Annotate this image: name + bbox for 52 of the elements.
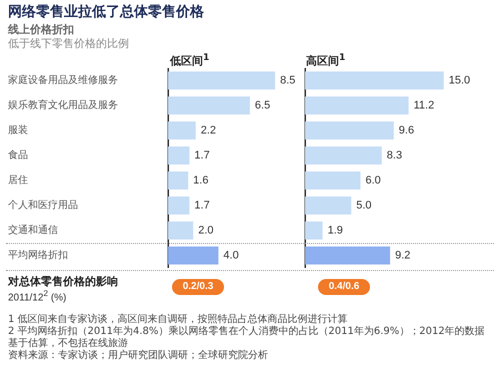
bar (168, 72, 276, 90)
y-tick-label: 居住 (8, 175, 28, 186)
text: 资料来源：专家访谈；用户研究团队调研；全球研究院分析 (8, 350, 269, 362)
text: 0.2/0.3 (172, 279, 224, 295)
text: 低于线下零售价格的比例 (8, 36, 129, 51)
data-label: 4.0 (223, 250, 239, 262)
data-label: 2.0 (198, 224, 214, 237)
bar (305, 196, 352, 214)
data-label: 1.6 (193, 174, 208, 187)
bar (305, 146, 382, 164)
data-label: 1.7 (194, 150, 210, 162)
bar (168, 172, 188, 190)
text: 1 低区间来自专家访谈，高区间来自调研，按照特品占总体商品比例进行计算 (8, 314, 349, 326)
data-label: 9.2 (395, 250, 410, 262)
chart-subtitle: 高区间$^{1}$ (306, 52, 346, 69)
bar (305, 96, 409, 114)
text: 线上价格折扣 (8, 22, 74, 37)
bar (305, 172, 360, 190)
data-label: 9.6 (398, 124, 414, 137)
y-tick-label: 家庭设备用品及维修服务 (8, 74, 118, 86)
y-tick-label: 服装 (8, 124, 28, 136)
data-label: 8.3 (386, 150, 402, 162)
data-label: 1.9 (328, 224, 343, 237)
data-label: 1.7 (194, 200, 210, 212)
text: 2011/12$^{2}$ (%) (8, 288, 66, 304)
bar (168, 222, 194, 240)
bar (305, 246, 390, 264)
bar (168, 196, 190, 214)
data-label: 11.2 (414, 100, 434, 112)
text: 2 平均网络折扣（2011年为4.8%）乘以网络零售在个人消费中的占比（2011年为6.9%）；2012年的数据基于估算，不包括在线旅游 (8, 326, 486, 350)
data-label: 6.0 (366, 174, 381, 187)
y-tick-label: 平均网络折扣 (8, 249, 68, 262)
y-tick-label: 娱乐教育文化用品及服务 (8, 99, 118, 112)
data-label: 15.0 (448, 74, 470, 87)
bar (168, 246, 218, 264)
bar (305, 72, 444, 90)
bar (305, 222, 323, 240)
bar (305, 122, 394, 140)
data-label: 5.0 (356, 200, 372, 212)
chart-subtitle: 低区间$^{1}$ (170, 52, 210, 69)
data-label: 2.2 (200, 124, 216, 137)
data-label: 8.5 (280, 74, 296, 87)
bar (168, 146, 190, 164)
y-tick-label: 交通和通信 (8, 224, 58, 236)
y-tick-label: 食品 (8, 149, 28, 162)
chart-title: 网络零售业拉低了总体零售价格 (8, 3, 204, 21)
bar (168, 122, 196, 140)
text: 对总体零售价格的影响 (8, 274, 118, 289)
y-tick-label: 个人和医疗用品 (8, 199, 78, 212)
text: 0.4/0.6 (318, 279, 370, 295)
data-label: 6.5 (254, 100, 270, 112)
bar (168, 96, 250, 114)
